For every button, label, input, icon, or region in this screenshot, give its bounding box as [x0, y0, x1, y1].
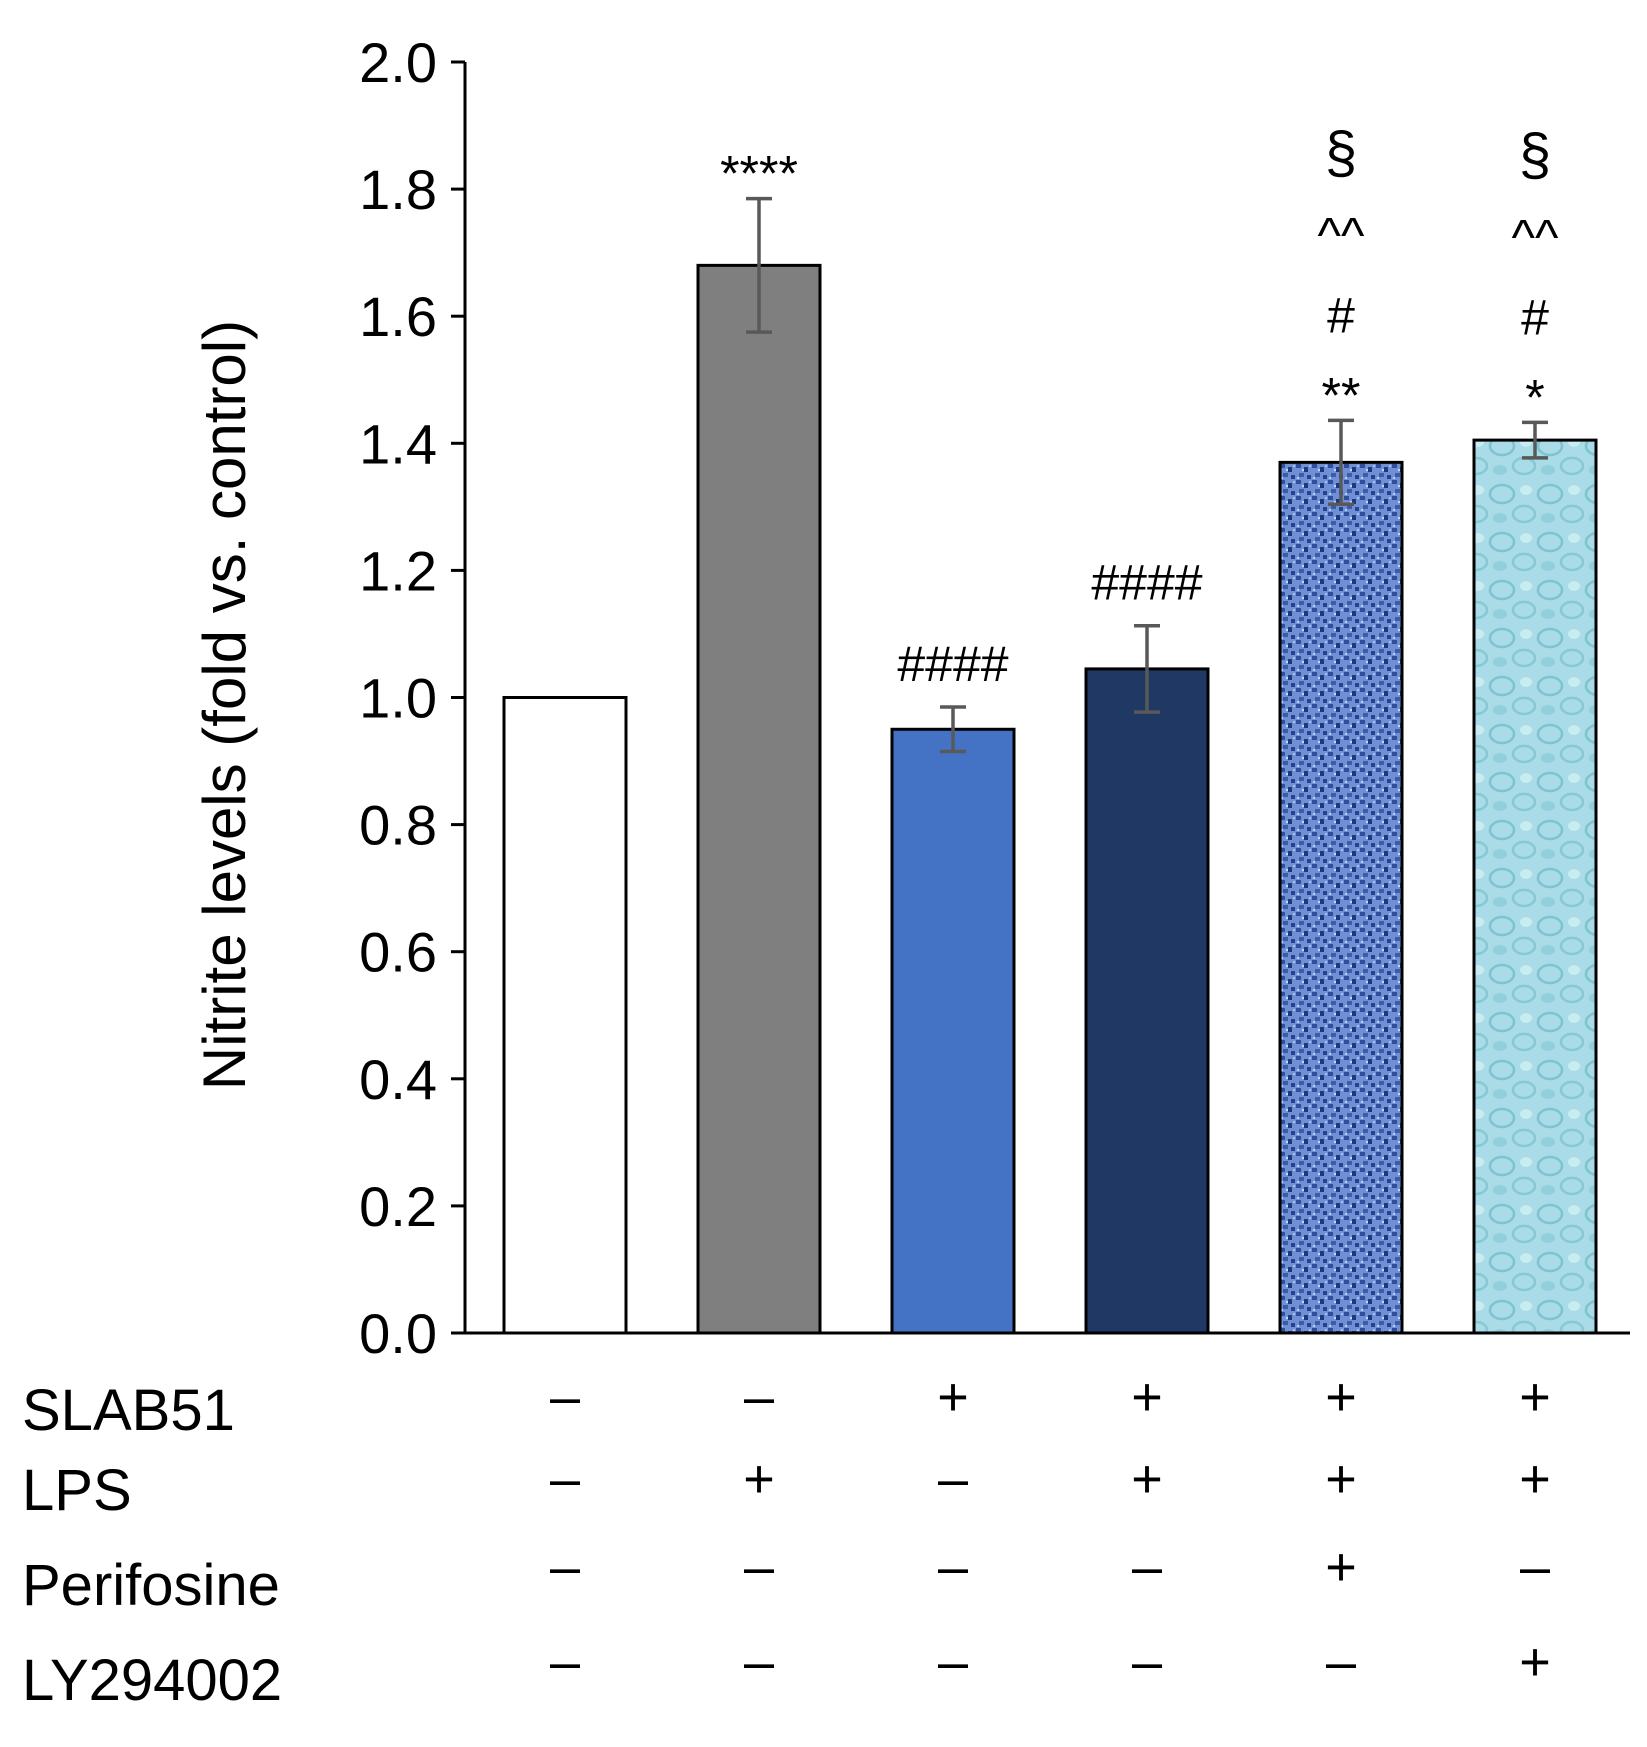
y-tick-label: 2.0	[359, 31, 437, 94]
y-tick-label: 1.8	[359, 158, 437, 221]
treatment-sign: –	[938, 1632, 968, 1692]
annotation-bar-6: *	[1525, 369, 1544, 425]
treatment-sign: –	[550, 1632, 580, 1692]
treatment-sign: –	[1520, 1537, 1550, 1597]
bar-6	[1472, 438, 1598, 1335]
annotation-bar-6: ^^	[1512, 209, 1559, 265]
treatment-sign: –	[744, 1537, 774, 1597]
y-tick-label: 1.2	[359, 539, 437, 602]
treatment-sign: +	[1131, 1449, 1163, 1509]
row-label-ly294002: LY294002	[22, 1648, 282, 1713]
bar-1	[502, 696, 628, 1335]
y-tick-label: 1.4	[359, 412, 437, 475]
annotation-bar-6: #	[1521, 289, 1549, 345]
row-label-perifosine: Perifosine	[22, 1553, 280, 1618]
treatment-sign: –	[1132, 1537, 1162, 1597]
annotation-bar-4: ####	[1091, 555, 1202, 611]
annotation-bar-3: ####	[897, 636, 1008, 692]
bar-2	[696, 263, 822, 1335]
annotation-bar-2: ****	[720, 146, 798, 202]
y-axis-title: Nitrite levels (fold vs. control)	[191, 320, 258, 1090]
treatment-sign: –	[1326, 1632, 1356, 1692]
treatment-table: SLAB51 – – + + + + LPS – + – + + + Perifosine – – – – + – LY2…	[22, 1367, 1551, 1713]
treatment-sign: +	[1325, 1537, 1357, 1597]
treatment-sign: +	[1519, 1632, 1551, 1692]
treatment-sign: –	[744, 1632, 774, 1692]
bars	[502, 263, 1598, 1335]
y-tick-label: 0.0	[359, 1302, 437, 1365]
treatment-sign: –	[938, 1537, 968, 1597]
treatment-sign: –	[550, 1537, 580, 1597]
treatment-sign: –	[744, 1367, 774, 1427]
significance-annotations: **** #### #### ** # ^^ § * # ^^ §	[720, 120, 1559, 692]
annotation-bar-6: §	[1519, 122, 1551, 187]
bar-5	[1278, 460, 1404, 1335]
treatment-sign: –	[550, 1367, 580, 1427]
treatment-sign: +	[937, 1367, 969, 1427]
y-tick-label: 0.6	[359, 921, 437, 984]
treatment-sign: +	[743, 1449, 775, 1509]
treatment-sign: +	[1325, 1449, 1357, 1509]
annotation-bar-5: §	[1325, 120, 1357, 185]
y-tick-label: 1.6	[359, 285, 437, 348]
annotation-bar-5: ^^	[1318, 207, 1365, 263]
y-axis-ticks: 0.0 0.2 0.4 0.6 0.8 1.0 1.2 1.4 1.6 1.8 2.0	[359, 31, 465, 1365]
y-tick-label: 0.4	[359, 1048, 437, 1111]
bar-3	[890, 727, 1016, 1335]
annotation-bar-5: #	[1327, 287, 1355, 343]
treatment-sign: –	[1132, 1632, 1162, 1692]
treatment-sign: +	[1131, 1367, 1163, 1427]
bar-4	[1084, 667, 1210, 1335]
row-label-lps: LPS	[22, 1458, 132, 1523]
y-tick-label: 1.0	[359, 667, 437, 730]
treatment-sign: –	[938, 1449, 968, 1509]
treatment-sign: +	[1325, 1367, 1357, 1427]
row-label-slab51: SLAB51	[22, 1378, 235, 1443]
error-bars	[746, 196, 1548, 754]
annotation-bar-5: **	[1322, 367, 1361, 423]
y-tick-label: 0.8	[359, 794, 437, 857]
treatment-sign: +	[1519, 1367, 1551, 1427]
treatment-sign: –	[550, 1449, 580, 1509]
y-tick-label: 0.2	[359, 1175, 437, 1238]
treatment-sign: +	[1519, 1449, 1551, 1509]
